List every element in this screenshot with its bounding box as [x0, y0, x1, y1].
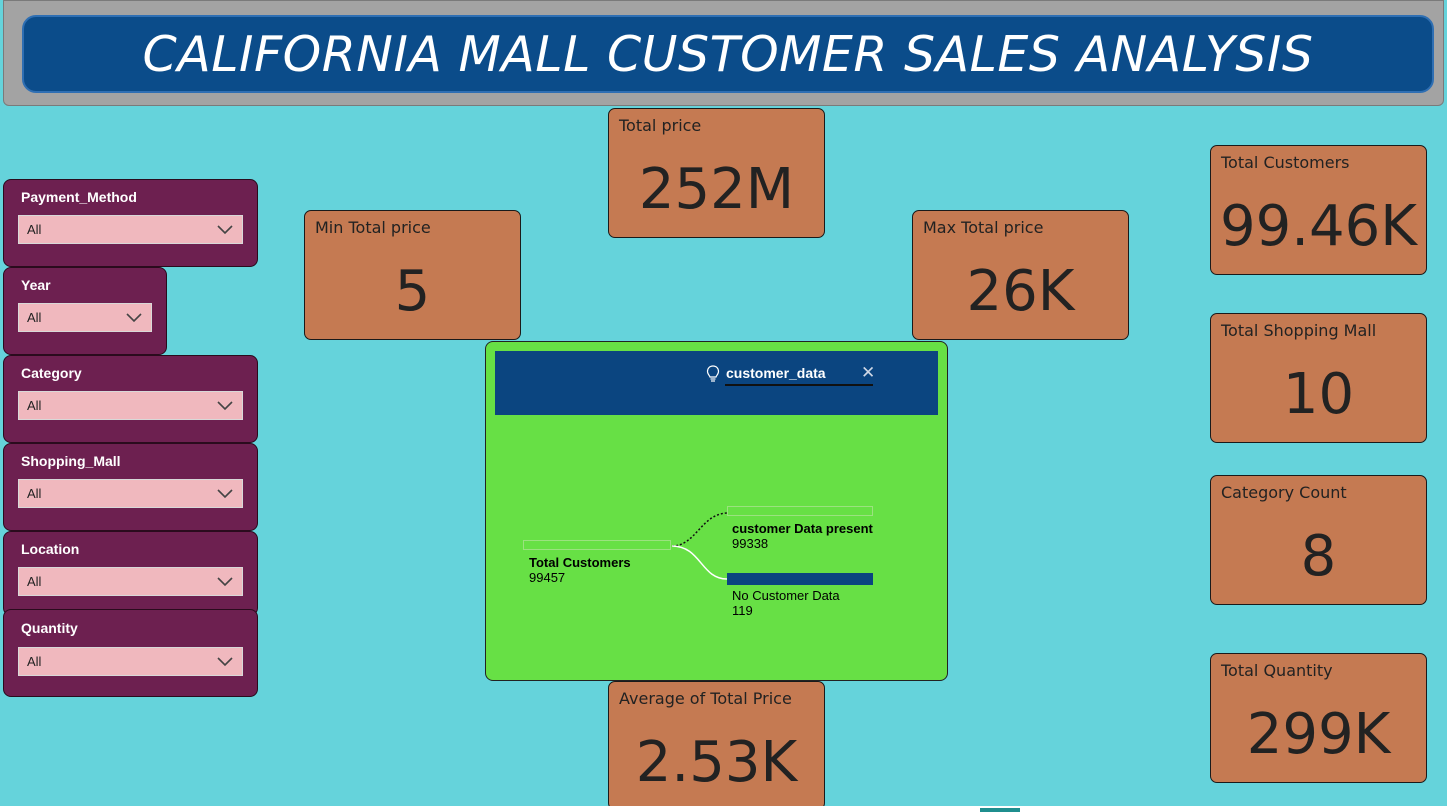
category-dropdown[interactable]: All [18, 391, 243, 420]
chevron-down-icon [217, 401, 233, 411]
card-value: 8 [1300, 524, 1337, 589]
card-min-total-price: Min Total price 5 [304, 210, 521, 340]
card-label: Total Shopping Mall [1221, 321, 1377, 340]
card-value: 26K [966, 259, 1075, 324]
root-node-title: Total Customers [529, 555, 631, 570]
card-value: 10 [1282, 362, 1355, 427]
title-banner: CALIFORNIA MALL CUSTOMER SALES ANALYSIS [22, 15, 1434, 93]
field-underline [725, 384, 873, 386]
lightbulb-icon[interactable] [706, 365, 720, 383]
card-value: 99.46K [1219, 194, 1418, 259]
tree-connectors [671, 512, 728, 580]
chevron-down-icon [217, 577, 233, 587]
child-node-title: No Customer Data [732, 588, 840, 603]
card-label: Category Count [1221, 483, 1347, 502]
chevron-down-icon [126, 313, 142, 323]
page-title: CALIFORNIA MALL CUSTOMER SALES ANALYSIS [142, 25, 1314, 83]
child-node-bar[interactable] [727, 506, 873, 516]
slicer-label: Payment_Method [21, 189, 137, 205]
card-average-total-price: Average of Total Price 2.53K [608, 681, 825, 810]
slicer-shopping-mall: Shopping_Mall All [3, 443, 258, 531]
card-value: 299K [1246, 702, 1391, 767]
card-value: 5 [394, 259, 431, 324]
slicer-location: Location All [3, 531, 258, 616]
dropdown-value: All [27, 222, 42, 237]
slicer-label: Category [21, 365, 82, 381]
slicer-payment-method: Payment_Method All [3, 179, 258, 267]
child-node-bar[interactable] [727, 573, 873, 585]
tree-level-field[interactable]: customer_data [726, 365, 826, 381]
card-label: Total price [619, 116, 702, 135]
card-value: 252M [638, 157, 795, 222]
root-node-bar[interactable] [523, 540, 671, 550]
close-icon[interactable]: ✕ [861, 363, 876, 383]
card-total-shopping-mall: Total Shopping Mall 10 [1210, 313, 1427, 443]
card-label: Max Total price [923, 218, 1044, 237]
title-frame: CALIFORNIA MALL CUSTOMER SALES ANALYSIS [3, 0, 1444, 106]
card-total-customers: Total Customers 99.46K [1210, 145, 1427, 275]
slicer-category: Category All [3, 355, 258, 443]
card-value: 2.53K [635, 730, 798, 795]
card-label: Total Customers [1221, 153, 1350, 172]
page-tab-strip [0, 806, 1447, 812]
card-label: Total Quantity [1221, 661, 1333, 680]
card-total-quantity: Total Quantity 299K [1210, 653, 1427, 783]
slicer-label: Location [21, 541, 80, 557]
location-dropdown[interactable]: All [18, 567, 243, 596]
root-node-value: 99457 [529, 570, 566, 585]
chevron-down-icon [217, 489, 233, 499]
chevron-down-icon [217, 225, 233, 235]
card-category-count: Category Count 8 [1210, 475, 1427, 605]
decomposition-tree: customer_data ✕ Total Customers 99457 cu… [485, 341, 948, 681]
child-node-title: customer Data present [732, 521, 873, 536]
slicer-quantity: Quantity All [3, 609, 258, 697]
quantity-dropdown[interactable]: All [18, 647, 243, 676]
card-total-price: Total price 252M [608, 108, 825, 238]
slicer-label: Quantity [21, 620, 78, 636]
active-page-tab[interactable] [980, 808, 1020, 812]
card-label: Average of Total Price [619, 689, 792, 708]
payment-method-dropdown[interactable]: All [18, 215, 243, 244]
dropdown-value: All [27, 398, 42, 413]
dropdown-value: All [27, 486, 42, 501]
card-label: Min Total price [315, 218, 431, 237]
child-node-value: 119 [732, 603, 753, 618]
chevron-down-icon [217, 657, 233, 667]
dropdown-value: All [27, 574, 42, 589]
tree-header: customer_data ✕ [495, 351, 938, 415]
slicer-label: Shopping_Mall [21, 453, 121, 469]
slicer-year: Year All [3, 267, 167, 355]
card-max-total-price: Max Total price 26K [912, 210, 1129, 340]
year-dropdown[interactable]: All [18, 303, 152, 332]
shopping-mall-dropdown[interactable]: All [18, 479, 243, 508]
dropdown-value: All [27, 654, 42, 669]
slicer-label: Year [21, 277, 51, 293]
child-node-value: 99338 [732, 536, 769, 551]
dropdown-value: All [27, 310, 42, 325]
